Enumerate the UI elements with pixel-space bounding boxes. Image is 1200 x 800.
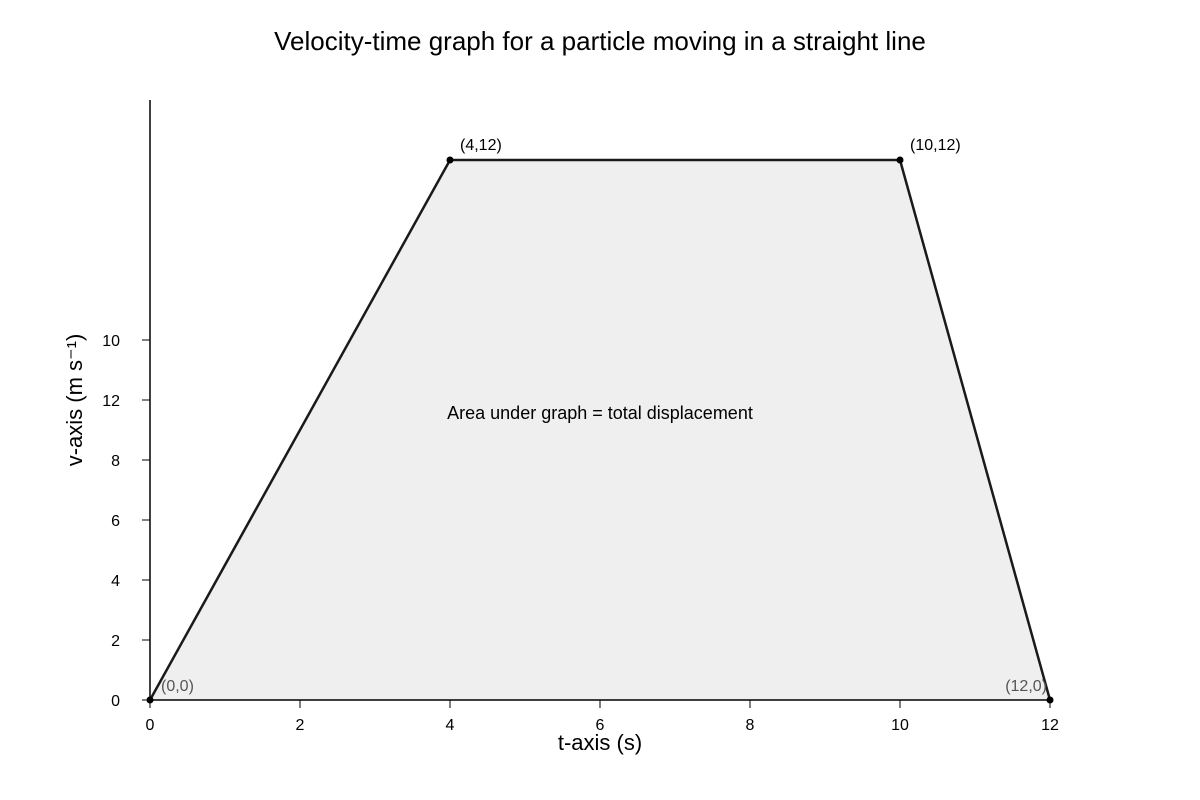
data-point-label: (0,0) [161,678,194,695]
data-point-label: (10,12) [910,137,961,154]
data-point [446,156,454,164]
x-tick-label: 10 [891,717,909,734]
y-tick-label: 10 [102,333,120,350]
x-tick-label: 4 [446,717,455,734]
data-point [1046,696,1054,704]
data-point-label: (12,0) [1005,678,1047,695]
y-axis-label: v-axis (m s⁻¹) [62,334,87,467]
chart-title: Velocity-time graph for a particle movin… [274,26,926,56]
y-tick-label: 2 [111,633,120,650]
data-point [146,696,154,704]
y-tick-label: 0 [111,693,120,710]
y-tick-label: 12 [102,393,120,410]
data-point [896,156,904,164]
x-tick-label: 12 [1041,717,1059,734]
x-tick-label: 0 [146,717,155,734]
area-under-graph [150,160,1050,700]
series-line [148,158,1052,701]
x-tick-label: 8 [746,717,755,734]
y-tick-label: 6 [111,513,120,530]
annotation-text: Area under graph = total displacement [447,403,753,423]
y-tick-label: 8 [111,453,120,470]
data-point-label: (4,12) [460,137,502,154]
y-tick-label: 4 [111,573,120,590]
x-axis-label: t-axis (s) [558,730,642,755]
x-tick-label: 6 [596,717,605,734]
x-tick-label: 2 [296,717,305,734]
